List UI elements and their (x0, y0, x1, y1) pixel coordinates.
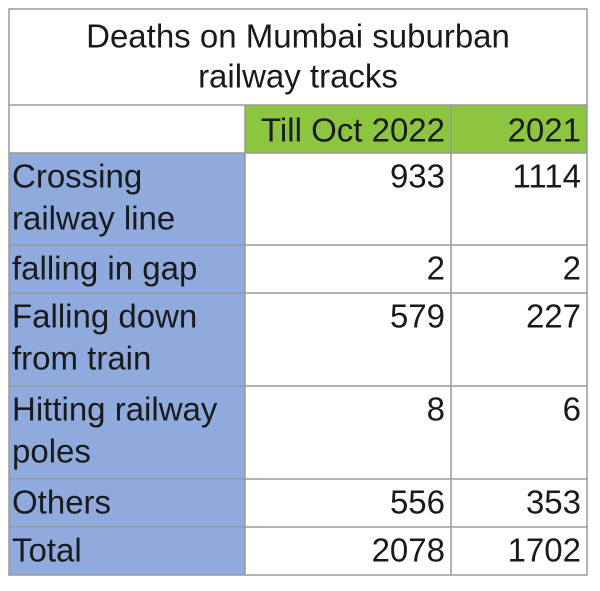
header-corner-cell (9, 105, 245, 153)
row-label: Crossing railway line (12, 157, 175, 236)
cell-value: 2 (427, 249, 445, 286)
cell-value: 933 (390, 157, 445, 194)
cell-value: 2 (563, 249, 581, 286)
value-cell (451, 293, 587, 386)
value-cell (451, 479, 587, 527)
value-cell (245, 479, 451, 527)
cell-value: 227 (526, 297, 581, 334)
value-cell (245, 527, 451, 575)
value-cell (245, 293, 451, 386)
row-label: Others (12, 483, 111, 520)
cell-value: 2078 (372, 531, 445, 568)
row-label-cell (9, 293, 245, 386)
row-label: Total (12, 531, 82, 568)
row-label: falling in gap (12, 249, 197, 286)
cell-value: 6 (563, 390, 581, 427)
value-cell (451, 153, 587, 245)
column-header: 2021 (508, 111, 581, 148)
table-border (8, 8, 588, 576)
value-cell (245, 386, 451, 479)
cell-value: 1702 (508, 531, 581, 568)
cell-value: 1114 (512, 157, 581, 194)
column-header-cell (245, 105, 451, 153)
cell-value: 353 (526, 483, 581, 520)
title-cell (9, 9, 587, 105)
column-header-cell (451, 105, 587, 153)
row-label-cell (9, 153, 245, 245)
cell-value: 579 (390, 297, 445, 334)
row-label: Hitting railway poles (12, 390, 218, 469)
row-label-cell (9, 245, 245, 293)
value-cell (245, 245, 451, 293)
row-label-cell (9, 479, 245, 527)
row-label-cell (9, 386, 245, 479)
row-label-cell (9, 527, 245, 575)
value-cell (245, 153, 451, 245)
table-title: Deaths on Mumbai suburban railway tracks (86, 17, 510, 94)
row-label: Falling down from train (12, 297, 197, 376)
value-cell (451, 245, 587, 293)
column-header: Till Oct 2022 (261, 111, 445, 148)
cell-value: 556 (390, 483, 445, 520)
cell-value: 8 (427, 390, 445, 427)
value-cell (451, 527, 587, 575)
value-cell (451, 386, 587, 479)
